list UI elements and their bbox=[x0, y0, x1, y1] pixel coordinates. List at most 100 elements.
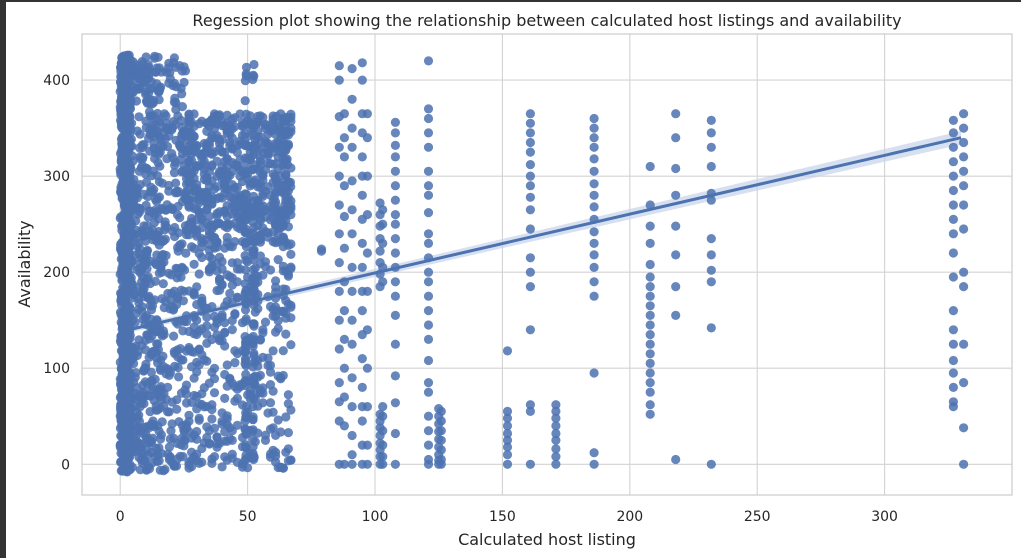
data-point bbox=[207, 414, 217, 424]
data-point bbox=[273, 316, 283, 326]
data-point bbox=[270, 219, 280, 230]
data-point bbox=[192, 183, 202, 193]
data-point bbox=[156, 387, 167, 397]
data-point bbox=[281, 412, 291, 422]
data-point bbox=[174, 372, 184, 382]
data-point bbox=[390, 117, 400, 127]
data-point bbox=[423, 142, 434, 152]
data-point bbox=[184, 110, 194, 120]
x-tick-label: 0 bbox=[116, 509, 125, 525]
data-point bbox=[423, 426, 434, 436]
data-point bbox=[184, 156, 194, 167]
data-point bbox=[390, 339, 400, 349]
data-point bbox=[347, 450, 357, 460]
data-point bbox=[948, 115, 959, 125]
data-point bbox=[269, 193, 279, 203]
data-point bbox=[502, 406, 513, 416]
data-point bbox=[255, 251, 265, 261]
data-point bbox=[347, 176, 357, 186]
data-point bbox=[248, 425, 258, 435]
data-point bbox=[241, 228, 251, 238]
data-point bbox=[273, 371, 283, 381]
data-point bbox=[423, 378, 434, 388]
data-point bbox=[116, 93, 127, 104]
data-point bbox=[706, 323, 716, 333]
data-point bbox=[132, 241, 142, 251]
x-tick-label: 300 bbox=[871, 509, 898, 525]
data-point bbox=[281, 447, 291, 457]
data-point bbox=[173, 352, 183, 362]
data-point bbox=[378, 205, 388, 215]
data-point bbox=[268, 169, 278, 179]
data-point bbox=[271, 302, 281, 312]
data-point bbox=[589, 459, 599, 469]
data-point bbox=[282, 160, 293, 170]
data-point bbox=[260, 317, 271, 327]
data-point bbox=[143, 272, 153, 282]
y-tick-label: 300 bbox=[43, 169, 70, 185]
data-point bbox=[357, 262, 367, 272]
data-point bbox=[278, 236, 288, 246]
data-point bbox=[174, 139, 185, 150]
data-point bbox=[334, 75, 344, 85]
data-point bbox=[241, 337, 251, 347]
data-point bbox=[120, 117, 130, 127]
x-tick-label: 200 bbox=[616, 509, 643, 525]
data-point bbox=[164, 186, 174, 196]
data-point bbox=[163, 382, 173, 392]
data-point bbox=[285, 177, 296, 187]
data-point bbox=[134, 335, 144, 345]
data-point bbox=[207, 148, 217, 158]
data-point bbox=[222, 110, 232, 120]
data-point bbox=[316, 244, 327, 254]
data-point bbox=[357, 238, 367, 248]
data-point bbox=[202, 189, 212, 199]
data-point bbox=[378, 277, 388, 287]
data-point bbox=[212, 432, 222, 442]
data-point bbox=[362, 402, 372, 412]
data-point bbox=[187, 117, 197, 128]
data-point bbox=[271, 430, 281, 440]
data-point bbox=[157, 250, 167, 261]
data-point bbox=[589, 166, 599, 176]
data-point bbox=[671, 190, 681, 200]
data-point bbox=[124, 259, 134, 269]
data-point bbox=[265, 380, 276, 390]
data-point bbox=[131, 70, 141, 80]
data-point bbox=[215, 274, 225, 284]
data-point bbox=[124, 306, 134, 316]
data-point bbox=[589, 190, 599, 200]
data-point bbox=[645, 259, 655, 270]
data-point bbox=[197, 389, 207, 399]
data-point bbox=[362, 248, 372, 258]
data-point bbox=[357, 416, 367, 426]
data-point bbox=[131, 96, 142, 106]
data-point bbox=[347, 64, 357, 74]
data-point bbox=[334, 378, 344, 388]
data-point bbox=[645, 200, 655, 210]
data-point bbox=[357, 58, 367, 68]
data-point bbox=[207, 404, 217, 415]
data-point bbox=[138, 75, 148, 85]
data-point bbox=[169, 286, 179, 296]
data-point bbox=[959, 224, 969, 234]
x-tick-label: 50 bbox=[239, 509, 257, 525]
data-point bbox=[241, 62, 252, 72]
data-point bbox=[347, 315, 357, 325]
data-point bbox=[207, 334, 217, 345]
data-point bbox=[202, 175, 212, 186]
data-point bbox=[204, 137, 214, 147]
data-point bbox=[551, 413, 561, 423]
data-point bbox=[161, 369, 171, 379]
data-point bbox=[222, 219, 232, 229]
data-point bbox=[131, 185, 141, 195]
data-point bbox=[197, 215, 207, 225]
data-point bbox=[181, 317, 192, 327]
data-point bbox=[268, 125, 278, 135]
data-point bbox=[378, 459, 388, 469]
data-point bbox=[357, 354, 367, 364]
data-point bbox=[334, 61, 344, 71]
data-point bbox=[169, 53, 179, 63]
data-point bbox=[220, 318, 230, 328]
data-point bbox=[270, 200, 280, 210]
